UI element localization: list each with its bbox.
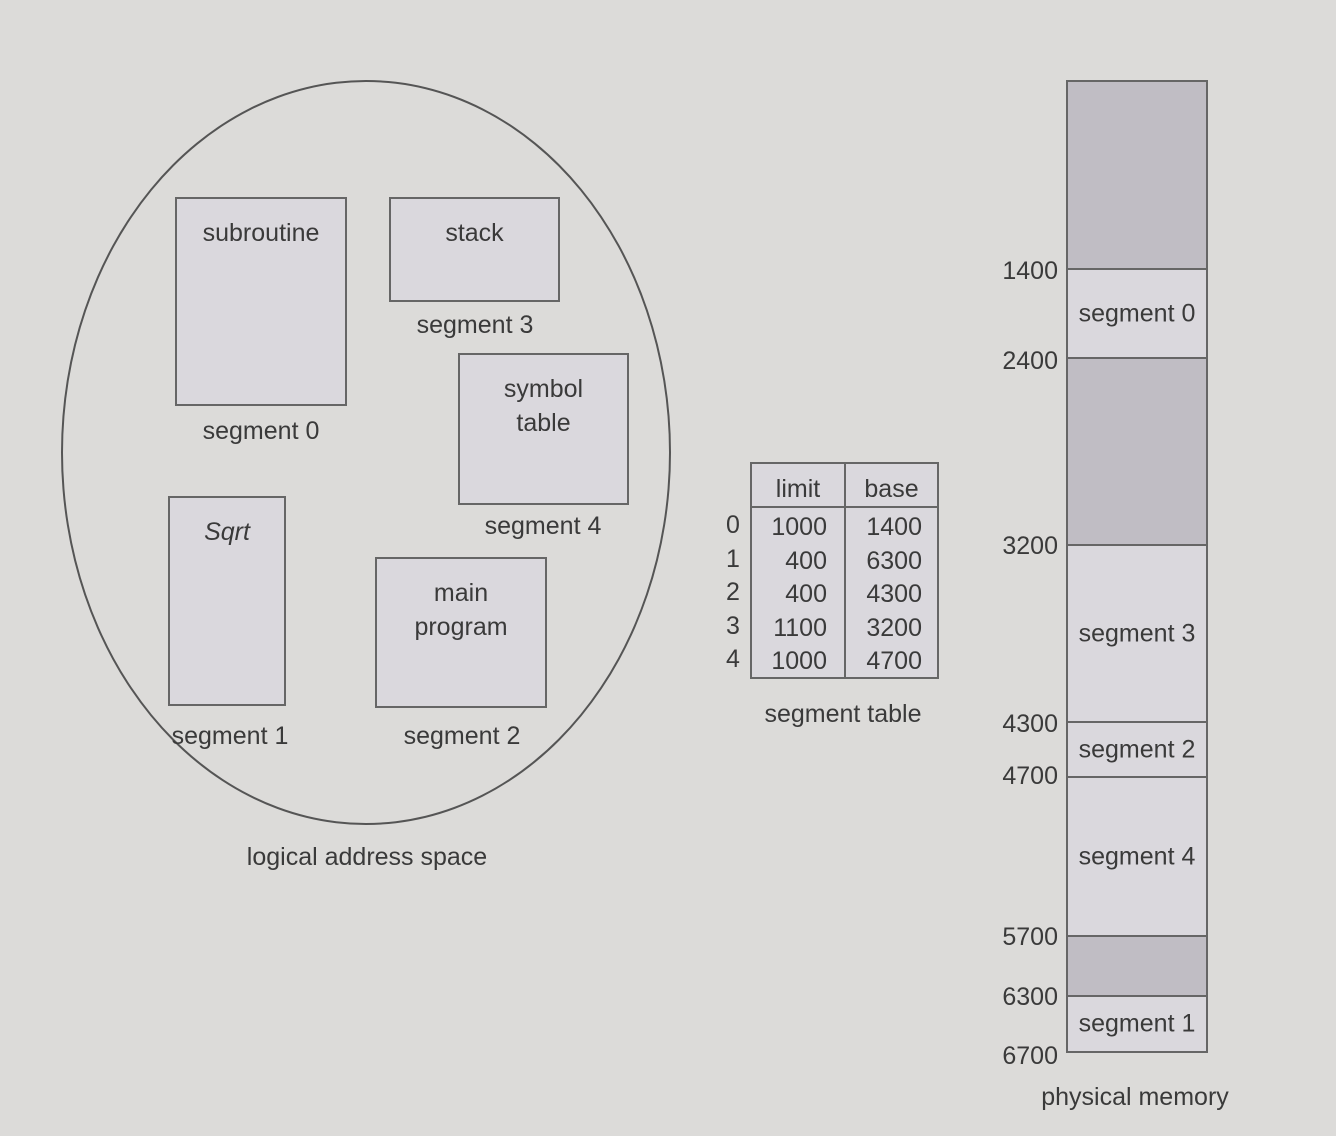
segment-table-row-4-index: 4 [726, 645, 740, 673]
physical-memory-block-6 [1066, 935, 1208, 996]
segment-table-row-4-base: 4700 [866, 647, 922, 675]
physical-memory-block-7-label: segment 1 [1078, 1009, 1196, 1038]
logical-segment-0-box: subroutine [175, 197, 347, 406]
physical-address-3200: 3200 [1002, 532, 1058, 560]
segment-table-row-2-limit: 400 [785, 580, 827, 608]
logical-segment-4-content-line-1: symbol [503, 375, 584, 403]
physical-memory-block-1: segment 0 [1066, 268, 1208, 358]
physical-memory-block-4: segment 2 [1066, 721, 1208, 777]
segment-table-row-1-base: 6300 [866, 547, 922, 575]
physical-address-2400: 2400 [1002, 347, 1058, 375]
logical-segment-1-label: segment 1 [171, 722, 289, 750]
physical-address-6700: 6700 [1002, 1042, 1058, 1070]
logical-segment-1-box: Sqrt [168, 496, 286, 706]
physical-memory-block-0 [1066, 80, 1208, 269]
segment-table-header-base: base [864, 475, 919, 503]
segment-table-caption: segment table [764, 700, 922, 728]
logical-segment-1-content: Sqrt [204, 518, 250, 546]
segment-table: limit base 1000 1400 400 6300 400 4300 1… [750, 462, 939, 679]
logical-segment-3-box: stack [389, 197, 560, 302]
physical-memory-caption: physical memory [1041, 1083, 1229, 1111]
logical-segment-4-content-line-2: table [516, 409, 571, 437]
segment-table-row-1-limit: 400 [785, 547, 827, 575]
segment-table-header-divider [752, 506, 937, 508]
segment-table-row-0-index: 0 [726, 511, 740, 539]
logical-address-space-caption: logical address space [246, 843, 488, 871]
physical-address-6300: 6300 [1002, 983, 1058, 1011]
segment-table-header-limit: limit [775, 475, 821, 503]
logical-segment-0-content: subroutine [202, 219, 320, 247]
physical-memory-block-3-label: segment 3 [1078, 619, 1196, 648]
logical-segment-3-label: segment 3 [416, 311, 534, 339]
segment-table-row-3-base: 3200 [866, 614, 922, 642]
logical-segment-2-content-line-2: program [414, 613, 508, 641]
physical-memory-block-5: segment 4 [1066, 776, 1208, 936]
logical-segment-2-label: segment 2 [403, 722, 521, 750]
physical-memory-block-5-label: segment 4 [1078, 842, 1196, 871]
segment-table-row-0-base: 1400 [866, 513, 922, 541]
physical-memory-block-4-label: segment 2 [1078, 735, 1196, 764]
segment-table-row-2-index: 2 [726, 578, 740, 606]
logical-address-space-oval [61, 80, 671, 825]
segment-table-row-3-index: 3 [726, 612, 740, 640]
segment-table-row-0-limit: 1000 [771, 513, 827, 541]
physical-memory-block-2 [1066, 357, 1208, 545]
physical-address-4700: 4700 [1002, 762, 1058, 790]
segment-table-row-3-limit: 1100 [773, 614, 827, 642]
physical-memory-block-1-label: segment 0 [1078, 299, 1196, 328]
logical-segment-3-content: stack [445, 219, 504, 247]
physical-address-4300: 4300 [1002, 710, 1058, 738]
segment-table-row-2-base: 4300 [866, 580, 922, 608]
segment-table-row-1-index: 1 [726, 545, 740, 573]
logical-segment-0-label: segment 0 [202, 417, 320, 445]
physical-memory-block-7: segment 1 [1066, 995, 1208, 1053]
logical-segment-2-content-line-1: main [433, 579, 489, 607]
physical-address-5700: 5700 [1002, 923, 1058, 951]
logical-segment-4-label: segment 4 [484, 512, 602, 540]
logical-segment-2-box: main program [375, 557, 547, 708]
logical-segment-4-box: symbol table [458, 353, 629, 505]
physical-address-1400: 1400 [1002, 257, 1058, 285]
segment-table-row-4-limit: 1000 [771, 647, 827, 675]
physical-memory-block-3: segment 3 [1066, 544, 1208, 722]
segment-table-column-divider [844, 464, 846, 677]
